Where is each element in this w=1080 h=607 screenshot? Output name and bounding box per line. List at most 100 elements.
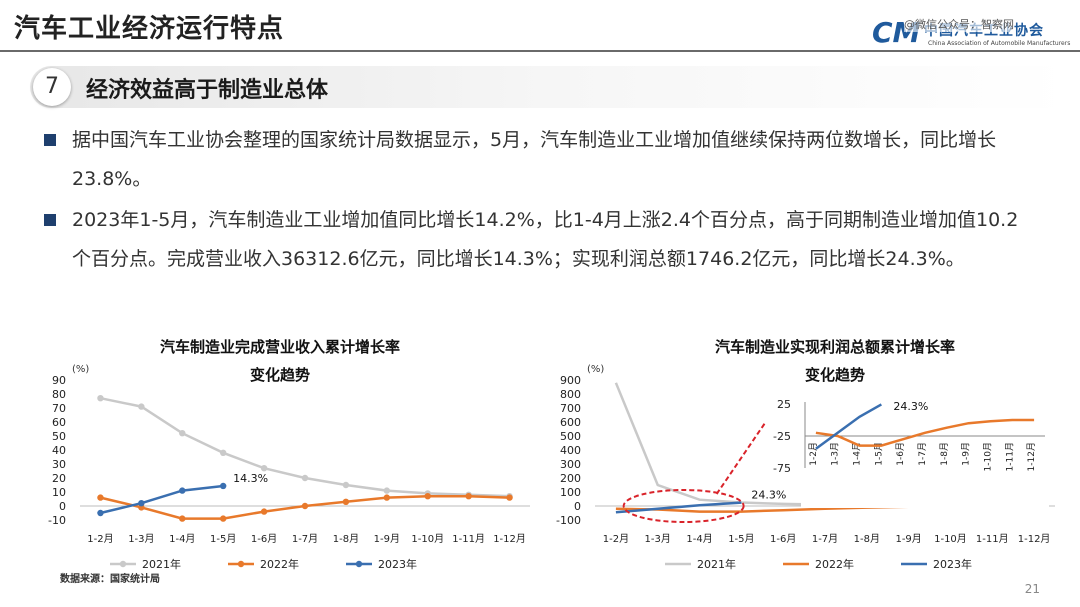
y-tick-label: -10 <box>48 514 66 527</box>
x-tick-label: 1-2月 <box>87 533 113 545</box>
legend-marker <box>119 560 127 568</box>
legend-label: 2021年 <box>697 557 736 571</box>
inset-x-tick-label: 1-5月 <box>873 442 884 466</box>
y-tick-label: 90 <box>52 374 66 387</box>
inset-x-tick-label: 1-7月 <box>917 442 928 466</box>
y-unit-label: (%) <box>72 364 89 375</box>
data-point <box>179 487 186 494</box>
y-tick-label: 400 <box>560 444 581 457</box>
x-tick-label: 1-7月 <box>292 533 318 545</box>
legend-label: 2022年 <box>260 557 299 571</box>
y-tick-label: 40 <box>52 444 66 457</box>
x-tick-label: 1-6月 <box>251 533 277 545</box>
legend-label: 2023年 <box>933 557 972 571</box>
chart-subtitle: 变化趋势 <box>805 366 865 384</box>
inset-x-tick-label: 1-2月 <box>808 442 819 466</box>
logo-english-name: China Association of Automobile Manufact… <box>928 40 1071 47</box>
x-tick-label: 1-7月 <box>812 533 838 545</box>
data-point <box>342 481 350 489</box>
data-point <box>219 449 227 456</box>
y-tick-label: 0 <box>574 500 581 513</box>
annotation-label: 14.3% <box>233 472 268 485</box>
x-tick-label: 1-9月 <box>895 533 921 545</box>
bullet-item: 据中国汽车工业协会整理的国家统计局数据显示，5月，汽车制造业工业增加值继续保持两… <box>44 121 1024 199</box>
chart-title: 汽车制造业实现利润总额累计增长率 <box>715 338 955 356</box>
data-point <box>219 515 227 522</box>
data-point <box>301 474 309 482</box>
data-point <box>383 487 391 494</box>
page-title: 汽车工业经济运行特点 <box>14 14 285 44</box>
watermark-text: @微信公众号：智察网 <box>904 16 1014 32</box>
revenue-growth-chart: 汽车制造业完成营业收入累计增长率 变化趋势 (%) -10 0 10 20 30 40 50 60 7… <box>30 330 540 600</box>
data-point <box>260 465 268 472</box>
x-tick-label: 1-3月 <box>128 533 154 545</box>
y-tick-label: 500 <box>560 430 581 443</box>
legend-marker <box>237 560 245 568</box>
inset-x-tick-label: 1-8月 <box>939 442 950 466</box>
data-point <box>179 430 186 437</box>
x-tick-label: 1-6月 <box>770 533 796 545</box>
y-tick-label: 20 <box>52 472 66 485</box>
x-tick-label: 1-4月 <box>169 533 195 545</box>
data-source: 数据来源：国家统计局 <box>60 572 160 585</box>
x-tick-label: 1-10月 <box>934 533 967 545</box>
legend-label: 2023年 <box>378 557 417 571</box>
x-tick-label: 1-9月 <box>374 533 400 545</box>
inset-annotation-label: 24.3% <box>893 400 928 413</box>
y-tick-label: 10 <box>52 486 66 499</box>
highlight-ellipse <box>622 489 745 523</box>
highlight-connector <box>715 422 766 495</box>
inset-x-tick-label: 1-9月 <box>961 442 972 466</box>
inset-x-tick-label: 1-3月 <box>830 442 841 466</box>
y-tick-label: 700 <box>560 402 581 415</box>
data-point <box>506 494 513 501</box>
y-tick-label: 300 <box>560 458 581 471</box>
y-tick-label: 800 <box>560 388 581 401</box>
inset-y-tick-label: -25 <box>773 430 791 443</box>
page-number: 21 <box>1024 582 1040 596</box>
bullet-square-icon <box>44 134 56 146</box>
legend-label: 2022年 <box>815 557 854 571</box>
series-line-2023年 <box>615 501 742 514</box>
y-tick-label: 0 <box>59 500 66 513</box>
inset-series-line-2023年 <box>815 403 882 450</box>
data-point <box>383 494 391 501</box>
data-point <box>179 515 186 522</box>
x-tick-label: 1-8月 <box>854 533 880 545</box>
x-tick-label: 1-4月 <box>686 533 712 545</box>
x-tick-label: 1-8月 <box>333 533 359 545</box>
x-tick-label: 1-2月 <box>603 533 629 545</box>
y-tick-label: 70 <box>52 402 66 415</box>
data-point <box>465 493 472 500</box>
bullet-item: 2023年1-5月，汽车制造业工业增加值同比增长14.2%，比1-4月上涨2.4… <box>44 201 1024 279</box>
legend-label: 2021年 <box>142 557 181 571</box>
inset-y-tick-label: 25 <box>777 398 791 411</box>
x-tick-label: 1-11月 <box>976 533 1009 545</box>
inset-x-tick-label: 1-11月 <box>1004 442 1015 471</box>
section-number: 7 <box>33 68 71 106</box>
y-tick-label: 50 <box>52 430 66 443</box>
data-point <box>424 493 431 500</box>
bullet-text: 2023年1-5月，汽车制造业工业增加值同比增长14.2%，比1-4月上涨2.4… <box>72 209 1019 270</box>
data-point <box>301 502 309 510</box>
y-tick-label: 30 <box>52 458 66 471</box>
y-tick-label: 60 <box>52 416 66 429</box>
inset-series-line-2022年 <box>815 418 1035 447</box>
y-tick-label: 900 <box>560 374 581 387</box>
annotation-label: 24.3% <box>751 489 786 502</box>
inset-x-tick-label: 1-4月 <box>852 442 863 466</box>
y-tick-label: 600 <box>560 416 581 429</box>
data-point <box>219 482 227 490</box>
x-tick-label: 1-11月 <box>452 533 485 545</box>
section-banner <box>30 66 1070 108</box>
inset-panel <box>801 400 1049 508</box>
profit-growth-chart: 汽车制造业实现利润总额累计增长率 变化趋势 (%) -100 0 100 200 300 400… <box>555 330 1065 600</box>
x-tick-label: 1-12月 <box>1018 533 1051 545</box>
x-tick-label: 1-5月 <box>210 533 236 545</box>
x-tick-label: 1-3月 <box>645 533 671 545</box>
data-point <box>97 494 104 501</box>
inset-x-tick-label: 1-10月 <box>982 442 993 471</box>
data-point <box>97 395 104 402</box>
